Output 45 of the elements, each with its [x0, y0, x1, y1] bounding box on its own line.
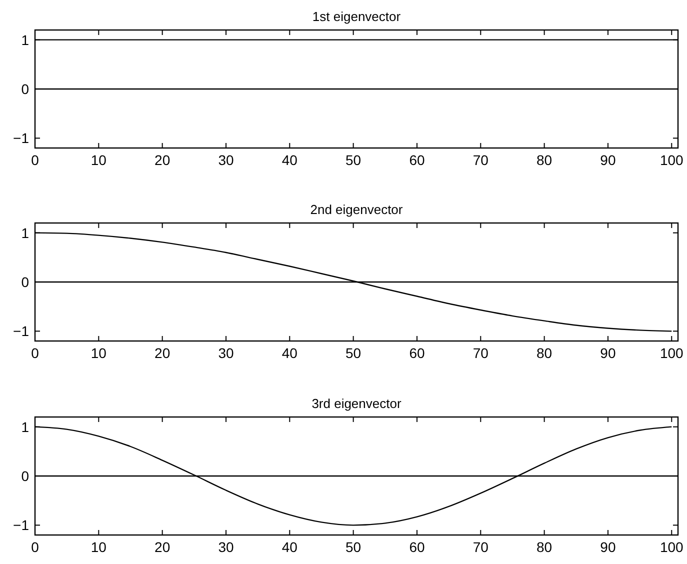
y-tick-label: 0: [21, 468, 30, 484]
x-tick-label: 90: [600, 345, 616, 361]
y-tick-label: 1: [21, 32, 30, 48]
x-tick-label: 80: [536, 152, 552, 168]
x-tick-label: 100: [660, 539, 684, 555]
x-tick-label: 90: [600, 539, 616, 555]
x-tick-label: 60: [409, 539, 425, 555]
x-tick-label: 50: [346, 345, 362, 361]
x-tick-label: 0: [31, 345, 40, 361]
x-tick-label: 70: [472, 539, 489, 555]
x-tick-label: 30: [218, 345, 234, 361]
x-tick-label: 80: [536, 345, 552, 361]
x-tick-label: 100: [660, 345, 684, 361]
x-tick-label: 70: [472, 152, 489, 168]
chart-title: 2nd eigenvector: [310, 202, 404, 217]
y-tick-label: 0: [21, 274, 30, 290]
x-tick-label: 50: [346, 539, 362, 555]
x-tick-label: 0: [31, 152, 40, 168]
x-tick-label: 0: [31, 539, 40, 555]
y-tick-label: −1: [13, 323, 30, 340]
x-tick-label: 40: [282, 152, 298, 168]
y-tick-label: 0: [21, 81, 30, 97]
x-tick-label: 20: [154, 539, 170, 555]
x-tick-label: 70: [472, 345, 489, 361]
x-tick-label: 10: [90, 539, 107, 555]
x-tick-label: 40: [282, 539, 298, 555]
x-tick-label: 10: [90, 345, 107, 361]
chart-title: 3rd eigenvector: [312, 396, 402, 411]
x-tick-label: 20: [154, 152, 170, 168]
chart-title: 1st eigenvector: [312, 9, 402, 24]
x-tick-label: 100: [660, 152, 684, 168]
y-tick-label: 1: [21, 418, 30, 435]
x-tick-label: 30: [218, 152, 234, 168]
x-tick-label: 40: [282, 345, 298, 361]
x-tick-label: 60: [409, 152, 425, 168]
x-tick-label: 80: [536, 539, 552, 555]
x-tick-label: 30: [218, 539, 234, 555]
x-tick-label: 90: [600, 152, 616, 168]
y-tick-label: −1: [13, 517, 30, 534]
x-tick-label: 20: [154, 345, 170, 361]
x-tick-label: 10: [90, 152, 107, 168]
y-tick-label: −1: [13, 130, 30, 146]
x-tick-label: 60: [409, 345, 425, 361]
y-tick-label: 1: [21, 224, 30, 241]
x-tick-label: 50: [346, 152, 362, 168]
